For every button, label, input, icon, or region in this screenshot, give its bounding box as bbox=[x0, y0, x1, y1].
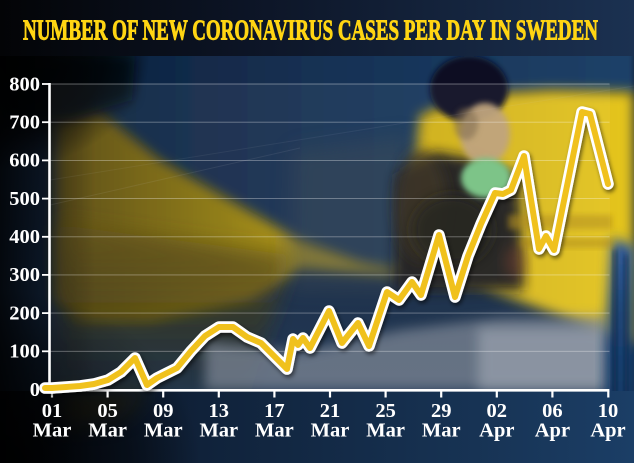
svg-text:Mar: Mar bbox=[88, 420, 127, 442]
svg-text:Apr: Apr bbox=[535, 420, 570, 442]
svg-text:NUMBER OF NEW CORONAVIRUS CASE: NUMBER OF NEW CORONAVIRUS CASES PER DAY … bbox=[23, 16, 598, 47]
svg-text:05: 05 bbox=[97, 400, 118, 422]
svg-text:25: 25 bbox=[375, 400, 396, 422]
svg-text:17: 17 bbox=[264, 400, 285, 422]
svg-text:Apr: Apr bbox=[590, 420, 625, 442]
svg-text:02: 02 bbox=[487, 400, 508, 422]
svg-text:500: 500 bbox=[9, 188, 40, 210]
svg-text:10: 10 bbox=[598, 400, 619, 422]
svg-text:Mar: Mar bbox=[33, 420, 72, 442]
svg-text:Mar: Mar bbox=[422, 420, 461, 442]
svg-text:300: 300 bbox=[9, 264, 40, 286]
svg-text:29: 29 bbox=[431, 400, 452, 422]
svg-text:700: 700 bbox=[9, 112, 40, 134]
svg-text:Apr: Apr bbox=[479, 420, 514, 442]
svg-text:0: 0 bbox=[30, 379, 40, 401]
svg-text:09: 09 bbox=[153, 400, 174, 422]
svg-text:600: 600 bbox=[9, 150, 40, 172]
svg-text:21: 21 bbox=[320, 400, 341, 422]
svg-text:800: 800 bbox=[9, 73, 40, 95]
svg-text:Mar: Mar bbox=[144, 420, 183, 442]
svg-text:Mar: Mar bbox=[311, 420, 350, 442]
svg-text:Mar: Mar bbox=[199, 420, 238, 442]
svg-text:01: 01 bbox=[42, 400, 63, 422]
svg-text:200: 200 bbox=[9, 302, 40, 324]
svg-text:Mar: Mar bbox=[366, 420, 405, 442]
svg-text:13: 13 bbox=[209, 400, 230, 422]
svg-text:400: 400 bbox=[9, 226, 40, 248]
svg-text:100: 100 bbox=[9, 341, 40, 363]
svg-text:Mar: Mar bbox=[255, 420, 294, 442]
svg-text:06: 06 bbox=[542, 400, 563, 422]
